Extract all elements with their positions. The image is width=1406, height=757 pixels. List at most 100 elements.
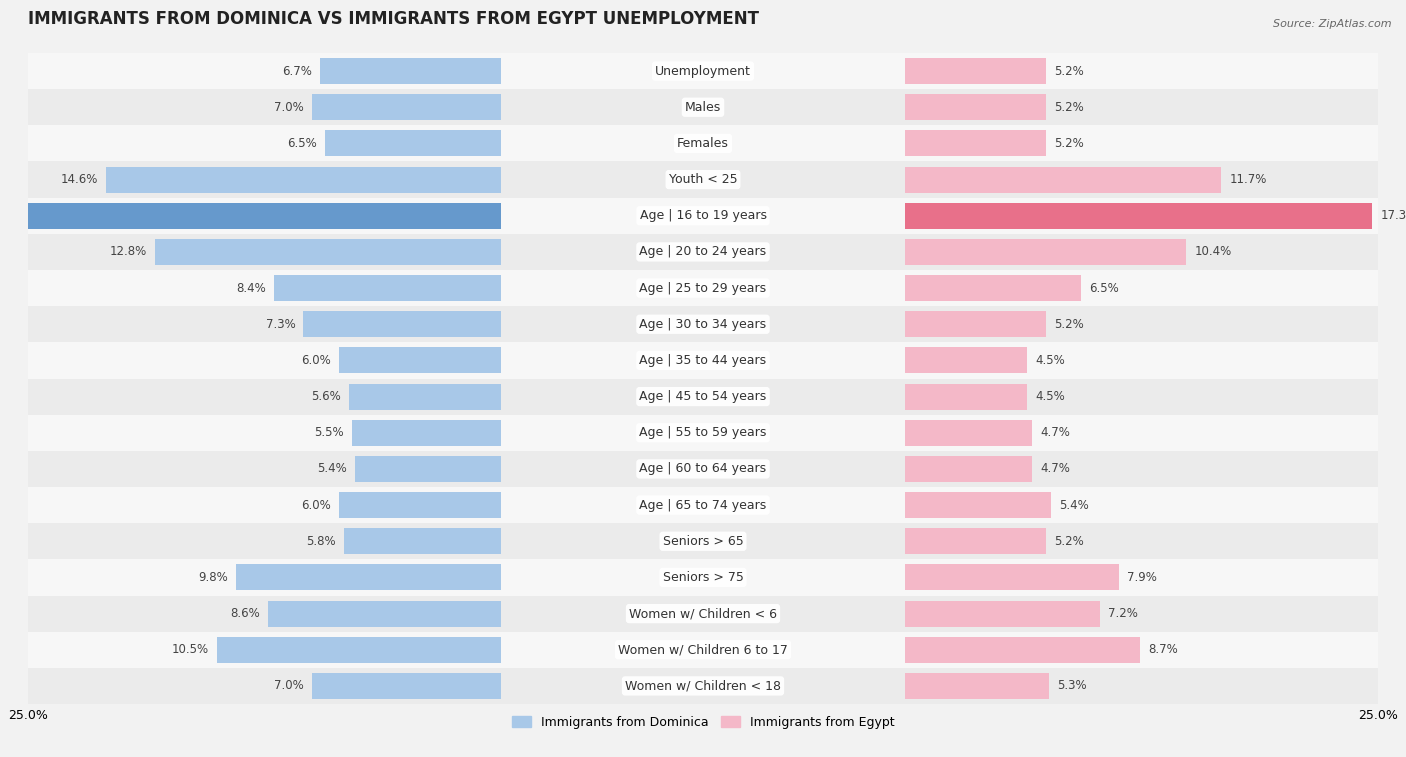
Bar [312,673,501,699]
Text: 5.8%: 5.8% [307,534,336,548]
Bar [28,631,1378,668]
Text: 6.5%: 6.5% [1090,282,1119,294]
Bar [905,600,1099,627]
Text: Age | 16 to 19 years: Age | 16 to 19 years [640,209,766,223]
Text: Women w/ Children < 18: Women w/ Children < 18 [626,680,780,693]
Bar [905,167,1222,192]
Text: 4.5%: 4.5% [1035,390,1064,403]
Text: 5.2%: 5.2% [1054,534,1084,548]
Text: 12.8%: 12.8% [110,245,146,258]
Text: 7.2%: 7.2% [1108,607,1137,620]
Bar [354,456,501,482]
Bar [155,239,501,265]
Text: Age | 20 to 24 years: Age | 20 to 24 years [640,245,766,258]
Text: Source: ZipAtlas.com: Source: ZipAtlas.com [1274,19,1392,29]
Bar [28,668,1378,704]
Text: 6.0%: 6.0% [301,499,330,512]
Bar [28,198,1378,234]
Bar [274,275,501,301]
Bar [217,637,501,663]
Bar [905,94,1046,120]
Bar [319,58,501,84]
Bar [352,419,501,446]
Text: 5.2%: 5.2% [1054,101,1084,114]
Text: 5.6%: 5.6% [312,390,342,403]
Text: 4.5%: 4.5% [1035,354,1064,367]
Bar [28,161,1378,198]
Text: 5.4%: 5.4% [1059,499,1090,512]
Text: 7.3%: 7.3% [266,318,295,331]
Bar [312,94,501,120]
Bar [905,565,1119,590]
Text: 5.2%: 5.2% [1054,318,1084,331]
Text: Age | 35 to 44 years: Age | 35 to 44 years [640,354,766,367]
Text: 7.0%: 7.0% [274,101,304,114]
Text: Males: Males [685,101,721,114]
Bar [344,528,501,554]
Bar [905,456,1032,482]
Bar [0,203,501,229]
Bar [905,384,1026,410]
Text: 17.3%: 17.3% [1381,209,1406,223]
Bar [905,275,1081,301]
Text: IMMIGRANTS FROM DOMINICA VS IMMIGRANTS FROM EGYPT UNEMPLOYMENT: IMMIGRANTS FROM DOMINICA VS IMMIGRANTS F… [28,10,759,28]
Bar [325,130,501,157]
Bar [905,492,1052,518]
Text: Youth < 25: Youth < 25 [669,173,737,186]
Text: 5.2%: 5.2% [1054,137,1084,150]
Text: 9.8%: 9.8% [198,571,228,584]
Text: 5.2%: 5.2% [1054,64,1084,77]
Bar [349,384,501,410]
Bar [905,239,1187,265]
Bar [339,492,501,518]
Bar [28,378,1378,415]
Bar [28,415,1378,451]
Bar [28,53,1378,89]
Bar [28,451,1378,487]
Bar [905,347,1026,373]
Bar [339,347,501,373]
Text: 14.6%: 14.6% [60,173,98,186]
Text: 8.4%: 8.4% [236,282,266,294]
Text: 8.6%: 8.6% [231,607,260,620]
Text: 5.4%: 5.4% [316,463,347,475]
Bar [107,167,501,192]
Text: Age | 60 to 64 years: Age | 60 to 64 years [640,463,766,475]
Text: 5.3%: 5.3% [1057,680,1087,693]
Text: Unemployment: Unemployment [655,64,751,77]
Bar [28,596,1378,631]
Text: 6.7%: 6.7% [281,64,312,77]
Text: 10.4%: 10.4% [1194,245,1232,258]
Bar [28,270,1378,306]
Text: 4.7%: 4.7% [1040,426,1070,439]
Bar [28,487,1378,523]
Text: Age | 30 to 34 years: Age | 30 to 34 years [640,318,766,331]
Bar [28,342,1378,378]
Text: Females: Females [678,137,728,150]
Bar [28,559,1378,596]
Bar [28,126,1378,161]
Text: Age | 65 to 74 years: Age | 65 to 74 years [640,499,766,512]
Text: Age | 45 to 54 years: Age | 45 to 54 years [640,390,766,403]
Text: 4.7%: 4.7% [1040,463,1070,475]
Text: Age | 55 to 59 years: Age | 55 to 59 years [640,426,766,439]
Text: Women w/ Children < 6: Women w/ Children < 6 [628,607,778,620]
Text: 6.0%: 6.0% [301,354,330,367]
Bar [28,234,1378,270]
Text: Seniors > 75: Seniors > 75 [662,571,744,584]
Bar [28,89,1378,126]
Bar [236,565,501,590]
Text: 8.7%: 8.7% [1149,643,1178,656]
Text: 10.5%: 10.5% [172,643,209,656]
Text: 7.9%: 7.9% [1126,571,1157,584]
Bar [905,58,1046,84]
Bar [905,203,1372,229]
Bar [905,528,1046,554]
Text: Seniors > 65: Seniors > 65 [662,534,744,548]
Text: 6.5%: 6.5% [287,137,316,150]
Bar [269,600,501,627]
Bar [905,673,1049,699]
Text: 7.0%: 7.0% [274,680,304,693]
Legend: Immigrants from Dominica, Immigrants from Egypt: Immigrants from Dominica, Immigrants fro… [508,711,898,734]
Text: 5.5%: 5.5% [315,426,344,439]
